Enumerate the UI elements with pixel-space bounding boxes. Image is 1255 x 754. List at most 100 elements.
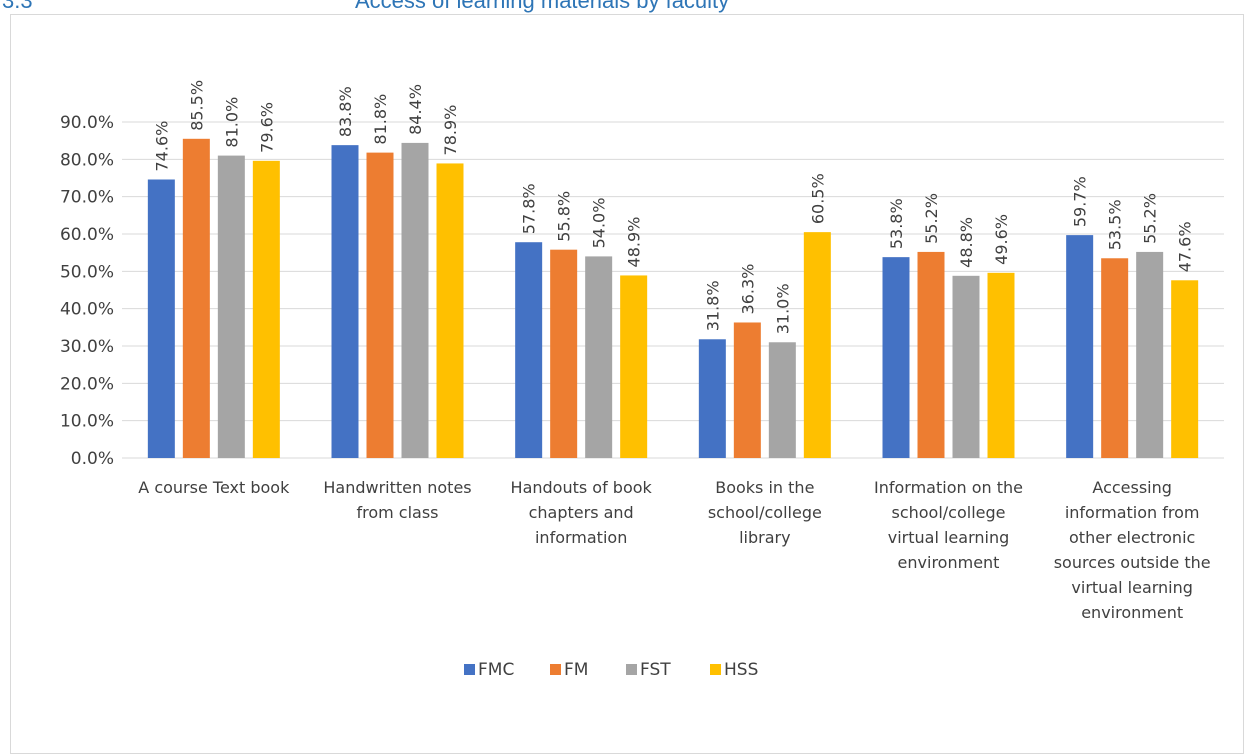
data-label: 55.2% (922, 193, 941, 244)
legend-swatch-fst (626, 664, 637, 675)
category-label-line: school/college (708, 503, 822, 522)
data-label: 53.8% (887, 198, 906, 249)
category-label-line: school/college (891, 503, 1005, 522)
data-label: 81.0% (222, 97, 241, 148)
figure-title: Access of learning materials by faculty (355, 0, 730, 13)
gridlines (122, 121, 1224, 459)
data-label: 55.8% (555, 191, 574, 242)
figure-title-bar: 3.3 Access of learning materials by facu… (0, 0, 1255, 28)
bar-fmc (1066, 235, 1094, 458)
category-label-line: sources outside the (1054, 553, 1211, 572)
bar-hss (252, 160, 280, 458)
bar-hss (1171, 280, 1199, 458)
category-label: Handwritten notes from class (323, 478, 471, 522)
bar-fm (366, 152, 394, 458)
data-label: 53.5% (1106, 199, 1125, 250)
y-tick-label: 10.0% (60, 412, 114, 432)
category-label-line: environment (898, 553, 1000, 572)
category-label: Books in the school/college library (708, 478, 822, 547)
bar-fm (550, 249, 578, 458)
data-label: 55.2% (1141, 193, 1160, 244)
data-label: 49.6% (992, 214, 1011, 265)
category-label: Information on the school/college virtual … (874, 478, 1023, 572)
category-label-line: Accessing (1092, 478, 1172, 497)
bar-fst (768, 342, 796, 458)
legend: FMC FM FST HSS (464, 660, 758, 680)
legend-swatch-hss (710, 664, 721, 675)
bar-fmc (331, 145, 359, 458)
y-tick-label: 0.0% (71, 449, 114, 469)
data-label: 54.0% (590, 198, 609, 249)
data-label: 57.8% (520, 183, 539, 234)
category-label-line: environment (1081, 603, 1183, 622)
bar-fmc (147, 179, 175, 458)
category-label-line: chapters and (529, 503, 634, 522)
bar-fst (1136, 251, 1164, 458)
data-label: 36.3% (738, 264, 757, 315)
data-label: 31.8% (703, 280, 722, 331)
bar-fm (182, 138, 210, 459)
bar-fm (917, 251, 945, 458)
y-tick-label: 80.0% (60, 150, 114, 170)
y-tick-label: 70.0% (60, 188, 114, 208)
bar-fst (585, 256, 613, 458)
category-label-line: A course Text book (138, 478, 290, 497)
bar-fst (217, 155, 245, 458)
category-label-line: other electronic (1069, 528, 1195, 547)
category-label-line: Handwritten notes (323, 478, 471, 497)
bars (147, 138, 1199, 459)
y-tick-label: 20.0% (60, 374, 114, 394)
data-label: 48.8% (957, 217, 976, 268)
data-label: 84.4% (406, 84, 425, 135)
data-label: 83.8% (336, 86, 355, 137)
bar-fm (733, 322, 761, 458)
legend-swatch-fmc (464, 664, 475, 675)
data-label: 48.9% (625, 217, 644, 268)
legend-label-fmc: FMC (478, 660, 514, 680)
data-label: 74.6% (152, 121, 171, 172)
bar-chart: 0.0% 10.0% 20.0% 30.0% 40.0% 50.0% 60.0% 70.0% 8… (60, 80, 1224, 680)
bar-hss (803, 232, 831, 458)
category-label-line: information (535, 528, 627, 547)
category-label-line: Books in the (715, 478, 814, 497)
category-label-line: Handouts of book (511, 478, 653, 497)
bar-fst (952, 275, 980, 458)
x-axis-categories: A course Text book Handwritten notes from … (138, 478, 1210, 622)
data-label: 60.5% (808, 173, 827, 224)
y-tick-label: 90.0% (60, 113, 114, 133)
bar-fm (1101, 258, 1129, 458)
data-label: 78.9% (441, 105, 460, 156)
data-labels: 74.6% 85.5% 81.0% 79.6% 83.8% 81.8% 84.4% 78.9%… (152, 80, 1194, 334)
data-label: 59.7% (1071, 176, 1090, 227)
category-label: A course Text book (138, 478, 290, 497)
category-label-line: library (739, 528, 790, 547)
y-tick-label: 60.0% (60, 225, 114, 245)
category-label-line: virtual learning (1071, 578, 1193, 597)
figure-number: 3.3 (2, 0, 33, 13)
legend-label-fm: FM (564, 660, 588, 680)
category-label: Handouts of book chapters and information (511, 478, 653, 547)
y-tick-label: 40.0% (60, 300, 114, 320)
legend-label-fst: FST (640, 660, 671, 680)
y-axis: 0.0% 10.0% 20.0% 30.0% 40.0% 50.0% 60.0% 70.0% 8… (60, 113, 114, 469)
legend-swatch-fm (550, 664, 561, 675)
category-label-line: virtual learning (888, 528, 1010, 547)
y-tick-label: 30.0% (60, 337, 114, 357)
data-label: 81.8% (371, 94, 390, 145)
bar-hss (987, 272, 1015, 458)
category-label: Accessing information from other electroni… (1054, 478, 1211, 622)
data-label: 85.5% (187, 80, 206, 131)
bar-fmc (515, 242, 543, 458)
bar-fmc (698, 339, 726, 458)
bar-fst (401, 142, 429, 458)
data-label: 79.6% (257, 102, 276, 153)
data-label: 47.6% (1176, 221, 1195, 272)
data-label: 31.0% (773, 283, 792, 334)
category-label-line: from class (356, 503, 438, 522)
bar-hss (436, 163, 464, 458)
legend-label-hss: HSS (724, 660, 758, 680)
bar-fmc (882, 257, 910, 458)
category-label-line: Information on the (874, 478, 1023, 497)
category-label-line: information from (1065, 503, 1200, 522)
bar-hss (620, 275, 648, 458)
